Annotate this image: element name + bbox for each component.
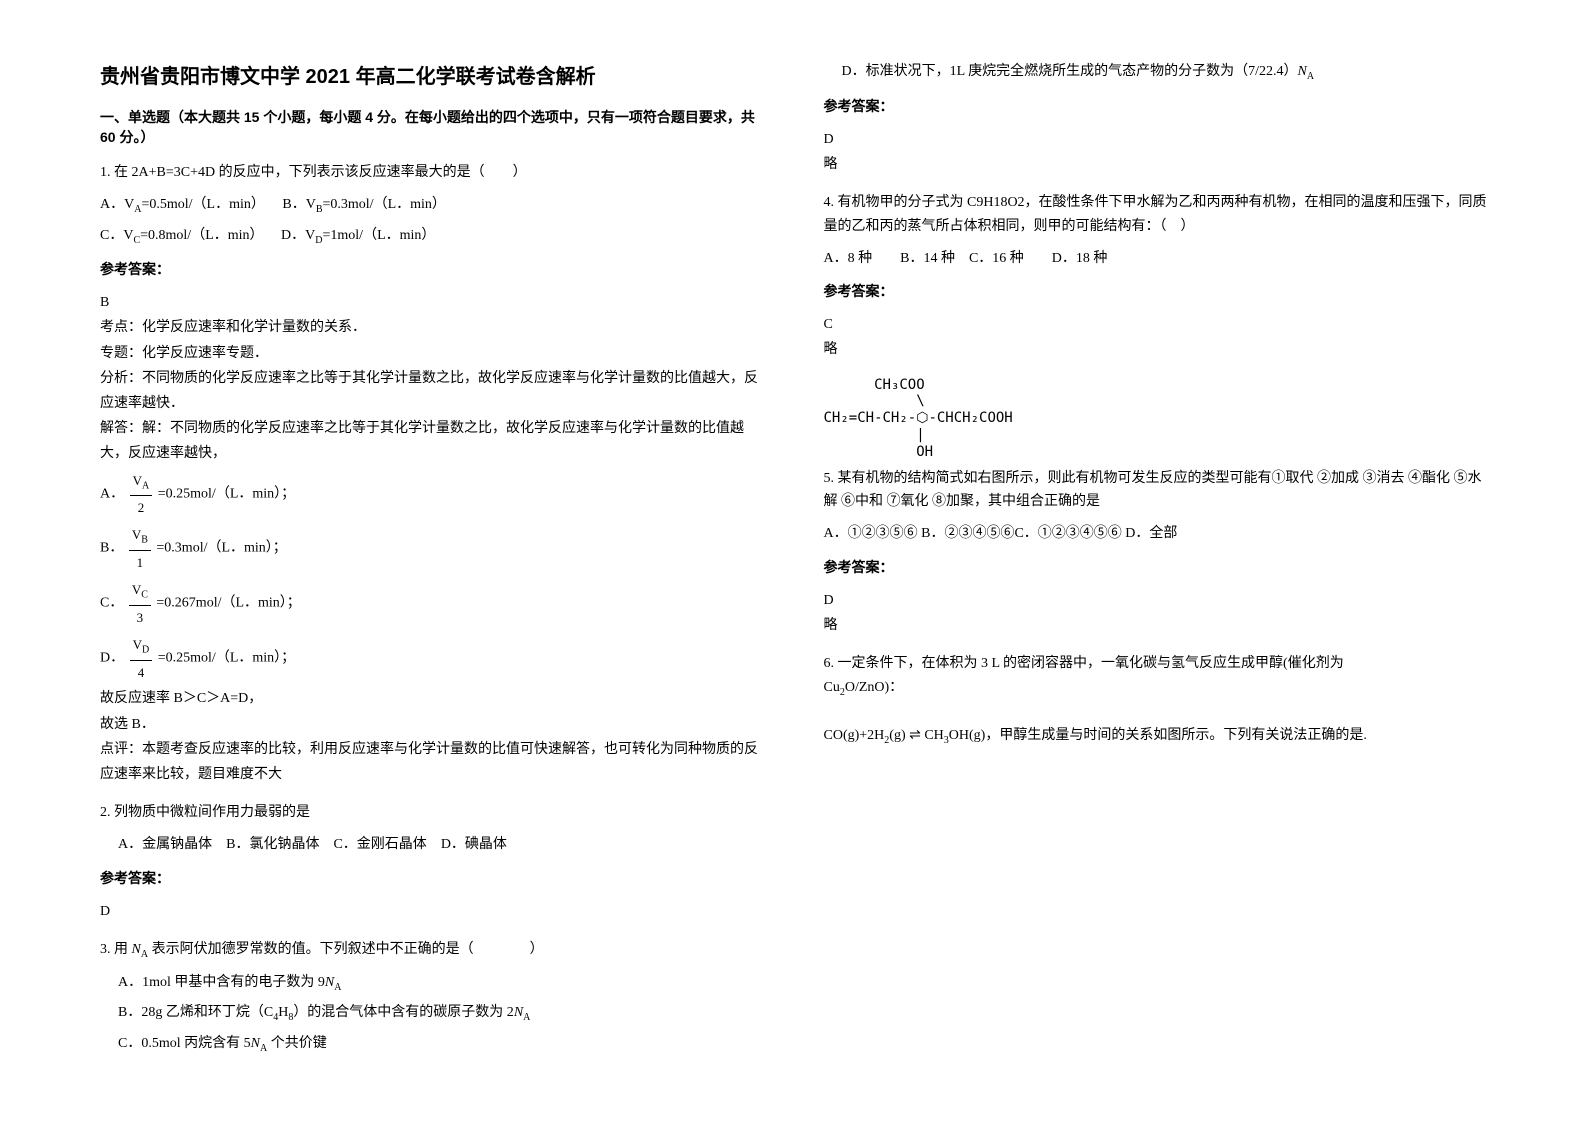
q6-stem-p2: Cu2O/ZnO)： [824, 676, 1488, 701]
q1-zhuanti: 专题：化学反应速率专题． [100, 341, 764, 366]
q5-lue: 略 [824, 613, 1488, 638]
q3-optB: B．28g 乙烯和环丁烷（C4H8）的混合气体中含有的碳原子数为 2NA [118, 1001, 764, 1026]
q1-dianping: 点评：本题考查反应速率的比较，利用反应速率与化学计量数的比值可快速解答，也可转化… [100, 737, 764, 787]
q1-calcB: B． VB 1 =0.3mol/（L．min）； [100, 521, 764, 576]
q1-calcD: D． VD 4 =0.25mol/（L．min）； [100, 631, 764, 686]
q1-conclusion2: 故选 B． [100, 712, 764, 737]
q1-options-row1: A．VA=0.5mol/（L．min） B．VB=0.3mol/（L．min） [100, 193, 764, 218]
q1-kaodian: 考点：化学反应速率和化学计量数的关系． [100, 315, 764, 340]
q4-answer: C 略 [824, 312, 1488, 362]
q3-optC: C．0.5mol 丙烷含有 5NA 个共价键 [118, 1032, 764, 1057]
fraction: VB 1 [129, 523, 151, 574]
q5-answer-label: 参考答案： [824, 556, 1488, 580]
question-5: CH₃COO \ CH₂=CH-CH₂-⬡-CHCH₂COOH | OH 5. … [824, 377, 1488, 639]
q1-jieda: 解答：解：不同物质的化学反应速率之比等于其化学计量数之比，故化学反应速率与化学计… [100, 416, 764, 466]
q2-answer-letter: D [100, 899, 764, 924]
q4-answer-label: 参考答案： [824, 280, 1488, 304]
question-4: 4. 有机物甲的分子式为 C9H18O2，在酸性条件下甲水解为乙和丙两种有机物，… [824, 191, 1488, 363]
page-title: 贵州省贵阳市博文中学 2021 年高二化学联考试卷含解析 [100, 60, 764, 89]
q2-options: A．金属钠晶体 B．氯化钠晶体 C．金刚石晶体 D．碘晶体 [118, 833, 764, 857]
exam-page: 贵州省贵阳市博文中学 2021 年高二化学联考试卷含解析 一、单选题（本大题共 … [100, 60, 1487, 1060]
q1-options: A．VA=0.5mol/（L．min） B．VB=0.3mol/（L．min） … [100, 193, 764, 249]
q3-lue: 略 [824, 152, 1488, 177]
q1-calcA: A． VA 2 =0.25mol/（L．min）； [100, 467, 764, 522]
q2-optD: D．碘晶体 [441, 837, 507, 852]
q3-answer-letter: D [824, 127, 1488, 152]
q4-answer-letter: C [824, 312, 1488, 337]
q2-stem: 2. 列物质中微粒间作用力最弱的是 [100, 801, 764, 825]
q5-answer: D 略 [824, 588, 1488, 638]
question-1: 1. 在 2A+B=3C+4D 的反应中，下列表示该反应速率最大的是（ ） A．… [100, 161, 764, 787]
q1-calcC: C． VC 3 =0.267mol/（L．min）； [100, 576, 764, 631]
q3-answer: D 略 [824, 127, 1488, 177]
q2-optA: A．金属钠晶体 [118, 837, 212, 852]
q5-answer-letter: D [824, 588, 1488, 613]
q4-stem: 4. 有机物甲的分子式为 C9H18O2，在酸性条件下甲水解为乙和丙两种有机物，… [824, 191, 1488, 239]
q1-optC: C．VC=0.8mol/（L．min） [100, 228, 264, 243]
q1-stem: 1. 在 2A+B=3C+4D 的反应中，下列表示该反应速率最大的是（ ） [100, 161, 764, 185]
q5-options: A．①②③⑤⑥ B．②③④⑤⑥C．①②③④⑤⑥ D．全部 [824, 522, 1488, 546]
q4-options: A．8 种 B．14 种 C．16 种 D．18 种 [824, 247, 1488, 271]
fraction: VA 2 [130, 469, 153, 520]
q4-lue: 略 [824, 337, 1488, 362]
q2-answer-label: 参考答案： [100, 867, 764, 891]
q3-answer-label: 参考答案： [824, 95, 1488, 119]
q1-options-row2: C．VC=0.8mol/（L．min） D．VD=1mol/（L．min） [100, 224, 764, 249]
q1-optD: D．VD=1mol/（L．min） [281, 228, 435, 243]
q1-fenxi: 分析：不同物质的化学反应速率之比等于其化学计量数之比，故化学反应速率与化学计量数… [100, 366, 764, 416]
q1-optB: B．VB=0.3mol/（L．min） [282, 197, 446, 212]
q3-stem: 3. 用 NA 表示阿伏加德罗常数的值。下列叙述中不正确的是（ ） [100, 938, 764, 963]
fraction: VC 3 [129, 578, 151, 629]
q1-answer: B 考点：化学反应速率和化学计量数的关系． 专题：化学反应速率专题． 分析：不同… [100, 290, 764, 787]
question-6: 6. 一定条件下，在体积为 3 L 的密闭容器中，一氧化碳与氢气反应生成甲醇(催… [824, 652, 1488, 749]
q5-structure-diagram: CH₃COO \ CH₂=CH-CH₂-⬡-CHCH₂COOH | OH [824, 377, 1488, 461]
fraction: VD 4 [130, 633, 153, 684]
q5-stem: 5. 某有机物的结构简式如右图所示，则此有机物可发生反应的类型可能有①取代 ②加… [824, 467, 1488, 515]
q2-optB: B．氯化钠晶体 [226, 837, 319, 852]
q6-stem-p1: 6. 一定条件下，在体积为 3 L 的密闭容器中，一氧化碳与氢气反应生成甲醇(催… [824, 652, 1488, 676]
section-header: 一、单选题（本大题共 15 个小题，每小题 4 分。在每小题给出的四个选项中，只… [100, 107, 764, 147]
q1-answer-letter: B [100, 290, 764, 315]
q3-optD: D．标准状况下，1L 庚烷完全燃烧所生成的气态产物的分子数为（7/22.4）NA [842, 60, 1488, 85]
q1-optA: A．VA=0.5mol/（L．min） [100, 197, 265, 212]
q1-answer-label: 参考答案： [100, 258, 764, 282]
q6-equation: CO(g)+2H2(g) ⇌ CH3OH(g)，甲醇生成量与时间的关系如图所示。… [824, 724, 1488, 749]
question-2: 2. 列物质中微粒间作用力最弱的是 A．金属钠晶体 B．氯化钠晶体 C．金刚石晶… [100, 801, 764, 924]
q2-optC: C．金刚石晶体 [333, 837, 426, 852]
q1-conclusion1: 故反应速率 B＞C＞A=D， [100, 686, 764, 711]
q3-optA: A．1mol 甲基中含有的电子数为 9NA [118, 971, 764, 996]
